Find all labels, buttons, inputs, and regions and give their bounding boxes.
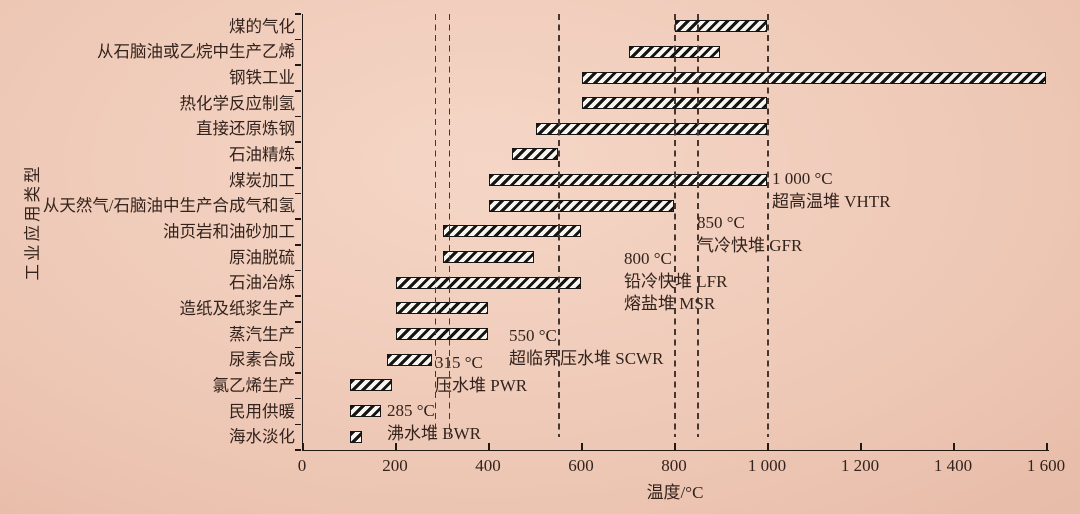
x-tick-label: 200 (382, 456, 408, 475)
y-axis-tick (295, 115, 302, 118)
y-axis-tick (295, 90, 302, 92)
x-tick-label: 1 400 (933, 456, 973, 475)
x-tick-label: 400 (475, 456, 501, 475)
reactor-temp-label: 285 °C (387, 401, 435, 420)
x-tick-label: 800 (661, 456, 687, 475)
reactor-temp-label: 1 000 °C (772, 169, 833, 188)
reactor-name-label: 铅冷快堆 LFR (624, 271, 728, 291)
range-bar (349, 379, 393, 392)
x-axis-tick (953, 443, 955, 450)
y-axis-tick (295, 320, 302, 323)
y-axis-tick (295, 244, 302, 246)
x-tick-label: 0 (297, 456, 307, 475)
reactor-temp-label: 850 °C (697, 213, 745, 232)
reactor-annotation: 800 °C 铅冷快堆 LFR 熔盐堆 MSR (624, 248, 727, 316)
range-bar (396, 302, 488, 315)
range-bar (349, 404, 381, 417)
y-axis-tick (295, 449, 302, 451)
category-label: 原油脱硫 (229, 247, 295, 267)
reactor-annotation: 550 °C 超临界压水堆 SCWR (509, 325, 663, 370)
range-bar (396, 276, 581, 289)
x-axis-tick (767, 443, 769, 450)
reactor-temp-label: 550 °C (509, 326, 557, 345)
x-axis-tick (1046, 443, 1048, 450)
category-label: 从石脑油或乙烷中生产乙烯 (97, 42, 295, 62)
category-label: 蒸汽生产 (229, 324, 295, 344)
category-label: 尿素合成 (229, 350, 295, 370)
y-axis-tick (295, 269, 302, 272)
x-axis-tick (860, 443, 862, 450)
x-axis-tick (395, 443, 397, 450)
category-labels: 煤的气化从石脑油或乙烷中生产乙烯钢铁工业热化学反应制氢直接还原炼钢石油精炼煤炭加… (0, 14, 295, 450)
x-tick-label: 1 200 (840, 456, 880, 475)
x-tick-label: 600 (568, 456, 594, 475)
y-axis-tick (295, 372, 302, 374)
category-label: 热化学反应制氢 (179, 93, 296, 113)
y-axis-tick (295, 397, 302, 400)
category-label: 石油精炼 (229, 145, 295, 165)
range-bar (535, 122, 767, 135)
range-bar (675, 20, 767, 33)
x-axis-tick (302, 443, 304, 450)
reactor-temp-label: 315 °C (435, 353, 483, 372)
range-bar (512, 148, 558, 161)
category-label: 油页岩和油砂加工 (163, 222, 295, 241)
range-bar (386, 353, 432, 366)
x-axis-tick (674, 443, 676, 450)
reactor-temp-label: 800 °C (624, 249, 672, 268)
reactor-temp-line (767, 14, 769, 437)
y-axis-tick (295, 218, 302, 220)
x-axis-tick (581, 443, 583, 450)
reactor-temp-line (697, 14, 700, 437)
range-bar (442, 251, 535, 264)
category-label: 煤炭加工 (229, 170, 295, 190)
plot-area: 285 °C 沸水堆 BWR 315 °C 压水堆 PWR 550 °C 超临界压水堆 S… (295, 13, 1049, 451)
x-tick-label: 1 600 (1026, 456, 1066, 475)
category-label: 煤的气化 (229, 16, 295, 36)
category-label: 氯乙烯生产 (212, 375, 296, 395)
reactor-name-label: 压水堆 PWR (435, 375, 528, 395)
y-axis-tick (295, 192, 302, 195)
range-bar (349, 430, 363, 443)
reactor-annotation: 850 °C 气冷快堆 GFR (697, 212, 802, 257)
y-axis-tick (295, 38, 302, 41)
category-label: 从天然气/石脑油中生产合成气和氢 (42, 196, 295, 216)
reactor-name-label: 沸水堆 BWR (387, 423, 481, 443)
y-axis-tick (295, 346, 302, 349)
category-label: 海水淡化 (229, 427, 295, 447)
reactor-annotation: 285 °C 沸水堆 BWR (387, 400, 481, 445)
y-axis-tick (295, 13, 302, 15)
y-axis-tick (295, 423, 302, 426)
reactor-name-label: 熔盐堆 MSR (624, 294, 716, 313)
range-bar (582, 71, 1046, 84)
x-axis-label: 温度/°C (646, 483, 704, 502)
category-label: 民用供暖 (229, 401, 295, 421)
x-tick-label: 1 000 (747, 456, 787, 475)
y-axis-tick (295, 141, 302, 144)
category-label: 直接还原炼钢 (196, 119, 295, 139)
reactor-annotation: 315 °C 压水堆 PWR (435, 352, 527, 397)
category-label: 造纸及纸浆生产 (179, 298, 296, 318)
reactor-name-label: 气冷快堆 GFR (697, 235, 803, 255)
reactor-temp-line (557, 14, 560, 437)
range-bar (489, 174, 767, 187)
y-axis-tick (295, 64, 302, 67)
x-axis-tick (488, 443, 490, 450)
reactor-temp-line (448, 14, 451, 437)
reactor-name-label: 超高温堆 VHTR (772, 191, 891, 211)
reactor-name-label: 超临界压水堆 SCWR (509, 348, 664, 368)
reactor-temp-line (674, 14, 676, 437)
y-axis-tick (295, 167, 302, 169)
range-bar (489, 199, 674, 212)
reactor-annotation: 1 000 °C 超高温堆 VHTR (772, 168, 891, 213)
range-bar (396, 327, 488, 340)
y-axis-tick (295, 295, 302, 297)
category-label: 石油冶炼 (229, 273, 295, 293)
reactor-temp-line (434, 14, 437, 437)
category-label: 钢铁工业 (229, 68, 295, 88)
range-bar (442, 225, 581, 238)
